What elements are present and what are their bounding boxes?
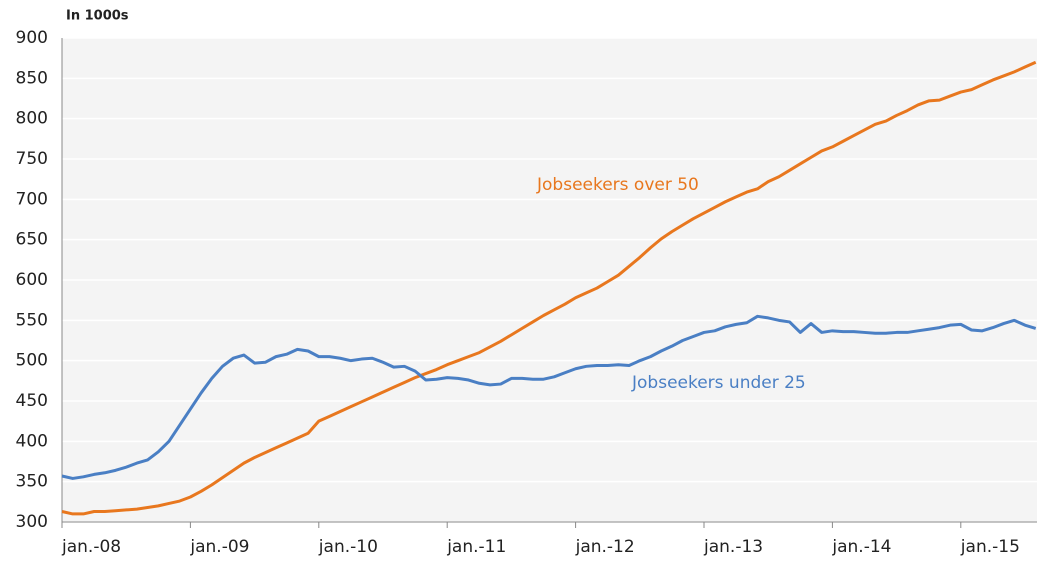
series-line bbox=[61, 60, 1037, 516]
y-tick-label: 650 bbox=[16, 230, 48, 250]
y-tick-label: 550 bbox=[16, 310, 48, 330]
y-tick-label: 750 bbox=[16, 149, 48, 169]
x-tick-label: jan.-12 bbox=[575, 537, 635, 557]
y-tick-label: 500 bbox=[16, 351, 48, 371]
series-label: Jobseekers over 50 bbox=[536, 175, 699, 195]
x-tick-label: jan.-10 bbox=[318, 537, 378, 557]
x-tick-label: jan.-14 bbox=[831, 537, 891, 557]
y-tick-label: 850 bbox=[16, 68, 48, 88]
series-line bbox=[61, 314, 1037, 480]
y-tick-label: 600 bbox=[16, 270, 48, 290]
y-tick-label: 450 bbox=[16, 391, 48, 411]
y-tick-label: 800 bbox=[16, 109, 48, 129]
x-tick-label: jan.-09 bbox=[189, 537, 249, 557]
unit-label: In 1000s bbox=[66, 9, 129, 24]
y-tick-label: 700 bbox=[16, 189, 48, 209]
y-tick-label: 900 bbox=[16, 28, 48, 48]
x-tick-label: jan.-15 bbox=[960, 537, 1020, 557]
x-tick-label: jan.-11 bbox=[446, 537, 506, 557]
y-tick-label: 350 bbox=[16, 472, 48, 492]
x-tick-label: jan.-08 bbox=[61, 537, 121, 557]
y-tick-label: 300 bbox=[16, 512, 48, 532]
series-label: Jobseekers under 25 bbox=[631, 373, 806, 393]
x-tick-label: jan.-13 bbox=[703, 537, 763, 557]
y-tick-label: 400 bbox=[16, 431, 48, 451]
